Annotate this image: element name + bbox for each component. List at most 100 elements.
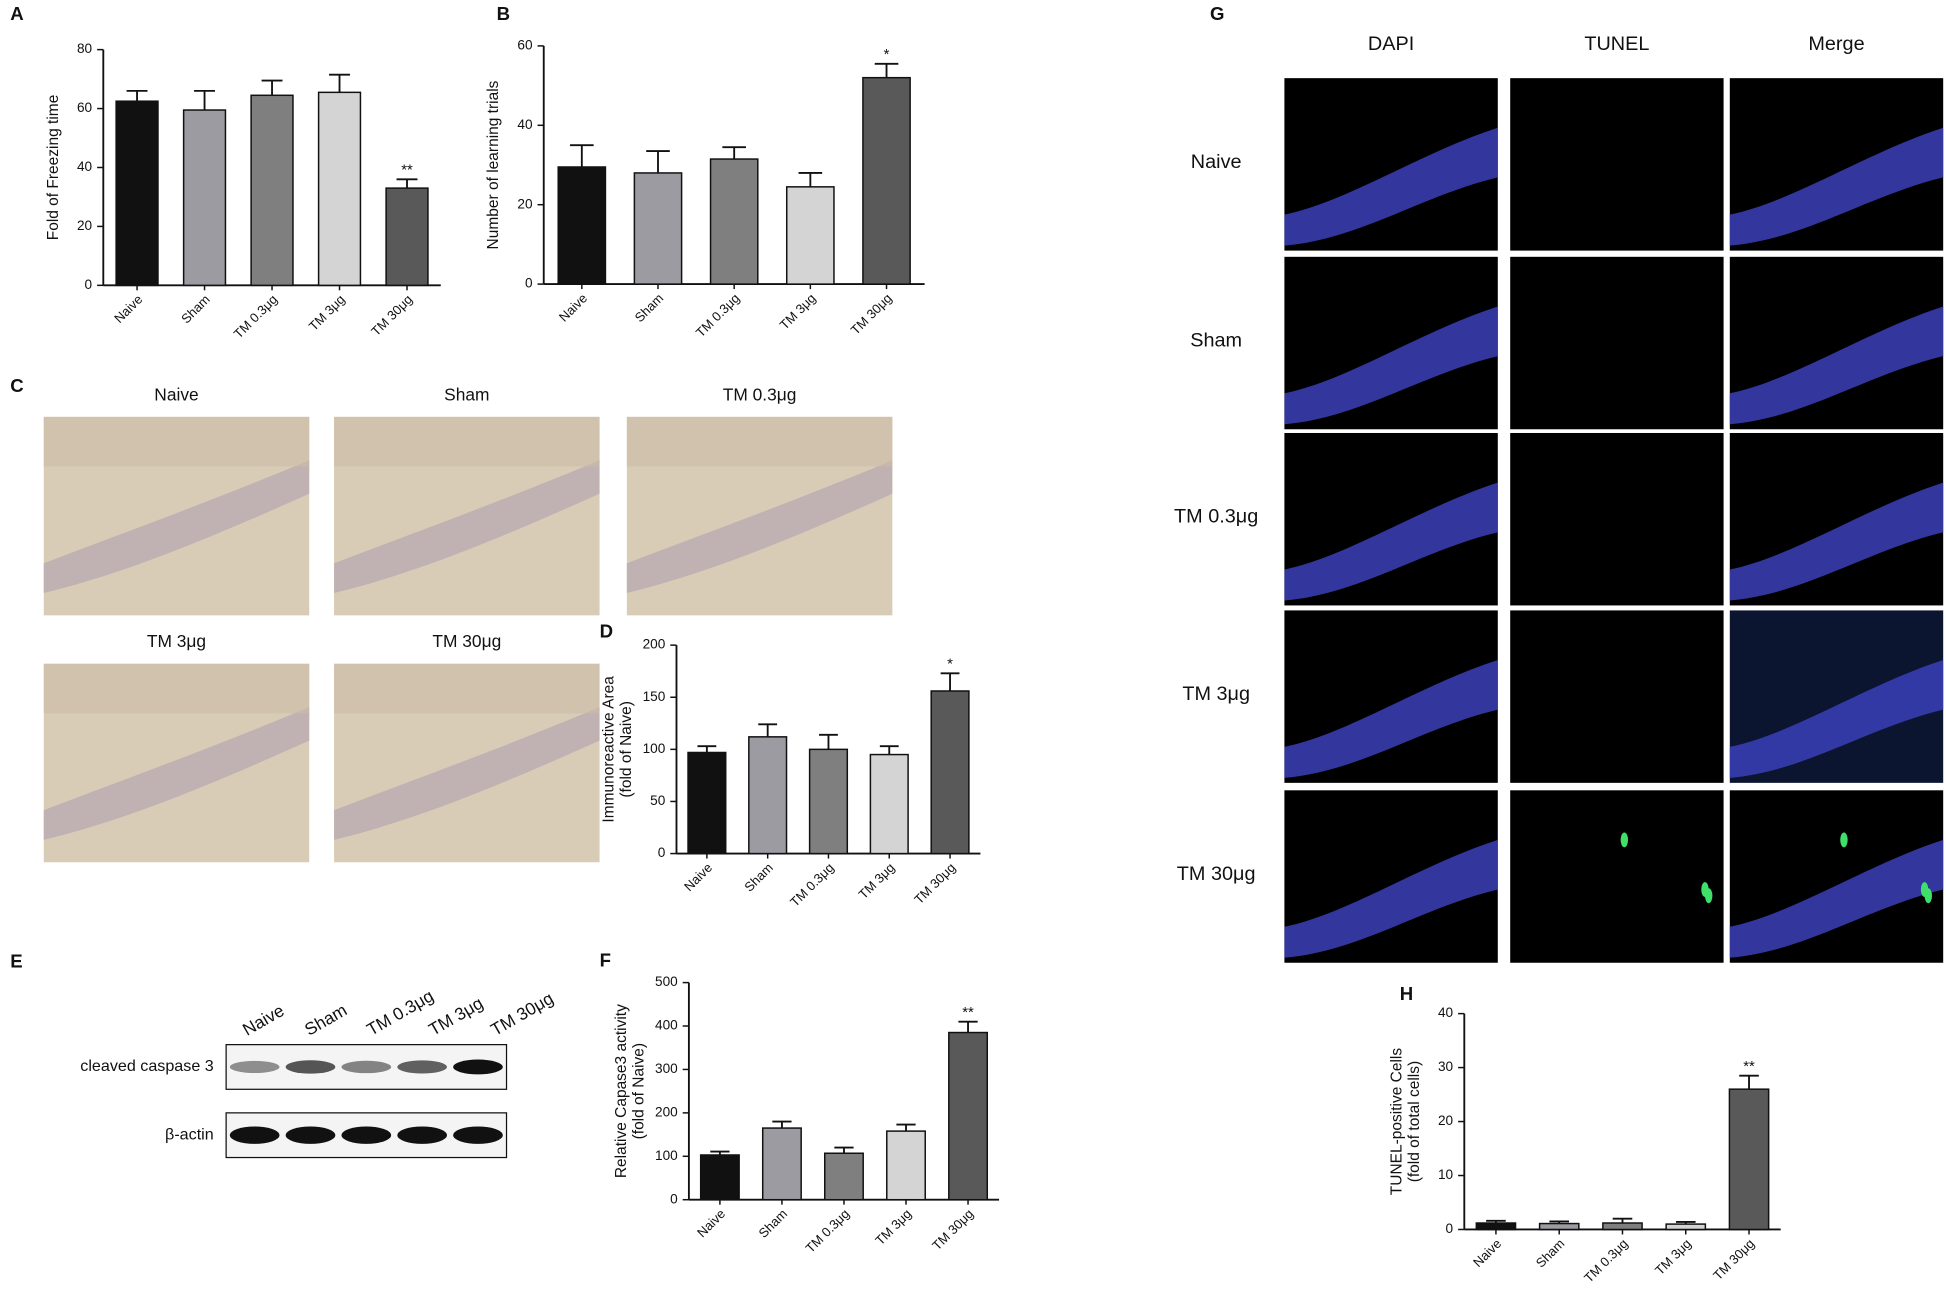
row-label: TM 3μg (1182, 683, 1250, 705)
band-label: β-actin (165, 1125, 214, 1143)
upper-tissue (334, 416, 600, 467)
row-label: TM 0.3μg (1174, 506, 1258, 528)
upper-tissue (43, 663, 310, 714)
y-tick-label: 20 (1438, 1113, 1454, 1128)
y-tick-label: 500 (655, 974, 678, 989)
tunel-cell (1704, 888, 1713, 904)
cell-layer (334, 460, 600, 594)
bar (785, 186, 835, 285)
image-label: TM 0.3μg (723, 384, 797, 404)
y-tick-label: 100 (643, 741, 666, 756)
y-axis-label: (fold of Naive) (618, 701, 635, 797)
y-tick-label: 10 (1438, 1167, 1454, 1182)
nuclei-band (1729, 306, 1944, 425)
bar (182, 109, 227, 287)
y-tick-label: 20 (517, 196, 533, 211)
bar (1602, 1222, 1643, 1231)
cell-layer (334, 707, 600, 840)
tunel-cell (1840, 832, 1848, 848)
y-tick-label: 60 (517, 38, 533, 53)
significance: ** (962, 1005, 974, 1021)
significance: ** (1743, 1059, 1755, 1075)
bar (823, 1152, 864, 1201)
panel-letter: D (600, 621, 613, 642)
nuclei-band (1729, 127, 1944, 246)
bar (250, 94, 294, 287)
band-label: cleaved caspase 3 (80, 1057, 213, 1075)
y-tick-label: 400 (655, 1018, 678, 1033)
y-tick-label: 0 (658, 845, 666, 860)
blot-band (397, 1126, 447, 1144)
bar (862, 76, 911, 285)
column-label: TUNEL (1584, 33, 1649, 55)
y-tick-label: 0 (1446, 1221, 1454, 1236)
bar (930, 690, 970, 855)
y-tick-label: 0 (525, 276, 533, 291)
blot-band (341, 1060, 392, 1074)
bar (115, 100, 159, 287)
nuclei-band (1284, 306, 1498, 425)
y-tick-label: 60 (77, 100, 93, 115)
bar (709, 158, 759, 285)
bar (1665, 1223, 1707, 1231)
bar (557, 166, 607, 285)
image-label: TM 3μg (147, 631, 206, 651)
blot-band (397, 1060, 447, 1074)
row-label: TM 30μg (1177, 863, 1256, 885)
image-label: Naive (154, 384, 198, 404)
tunel-cell (1620, 832, 1629, 848)
y-tick-label: 50 (650, 793, 666, 808)
bar (1475, 1222, 1517, 1231)
y-axis-label: Fold of Freezing time (45, 95, 62, 241)
bar (1538, 1222, 1580, 1231)
tunel-cell (1924, 888, 1933, 904)
panel-letter: B (497, 3, 510, 24)
y-tick-label: 0 (85, 277, 93, 292)
panel-letter: E (10, 951, 22, 972)
y-tick-label: 100 (655, 1148, 678, 1163)
bar (948, 1031, 989, 1201)
column-label: Merge (1808, 33, 1864, 55)
panel-letter: F (600, 949, 611, 970)
bar (748, 736, 788, 855)
fluorescence-image (1510, 256, 1724, 430)
y-axis-label: (fold of total cells) (1406, 1061, 1423, 1182)
upper-tissue (626, 416, 893, 467)
y-tick-label: 20 (77, 218, 93, 233)
bar (699, 1154, 740, 1201)
y-tick-label: 150 (643, 689, 666, 704)
nuclei-band (1284, 660, 1498, 778)
significance: * (884, 47, 890, 63)
y-tick-label: 300 (655, 1061, 678, 1076)
nuclei-band (1729, 660, 1944, 778)
image-label: Sham (444, 384, 489, 404)
cell-layer (626, 460, 893, 594)
cell-layer (43, 707, 310, 840)
panel-letter: H (1400, 983, 1413, 1004)
nuclei-band (1284, 482, 1498, 601)
nuclei-band (1729, 839, 1944, 958)
bar (687, 751, 727, 855)
y-tick-label: 40 (517, 117, 533, 132)
blot-band (285, 1060, 336, 1074)
bar (761, 1127, 802, 1201)
blot-band (453, 1126, 503, 1144)
upper-tissue (334, 663, 600, 714)
bar (886, 1130, 926, 1201)
fluorescence-image (1510, 432, 1724, 606)
row-label: Naive (1191, 151, 1242, 173)
y-tick-label: 40 (77, 159, 93, 174)
blot-band (285, 1126, 336, 1144)
blot-band (229, 1126, 280, 1144)
blot-band (229, 1060, 280, 1074)
y-axis-label: Number of learning trials (485, 80, 502, 249)
bar (385, 187, 429, 287)
bar (808, 748, 849, 855)
y-axis-label: Relative Capase3 activity (613, 1004, 630, 1178)
fluorescence-image (1510, 78, 1724, 251)
y-axis-label: (fold of Naive) (630, 1043, 647, 1139)
y-tick-label: 40 (1438, 1005, 1454, 1020)
nuclei-band (1729, 482, 1944, 601)
y-axis-label: TUNEL-positive Cells (1388, 1048, 1405, 1196)
